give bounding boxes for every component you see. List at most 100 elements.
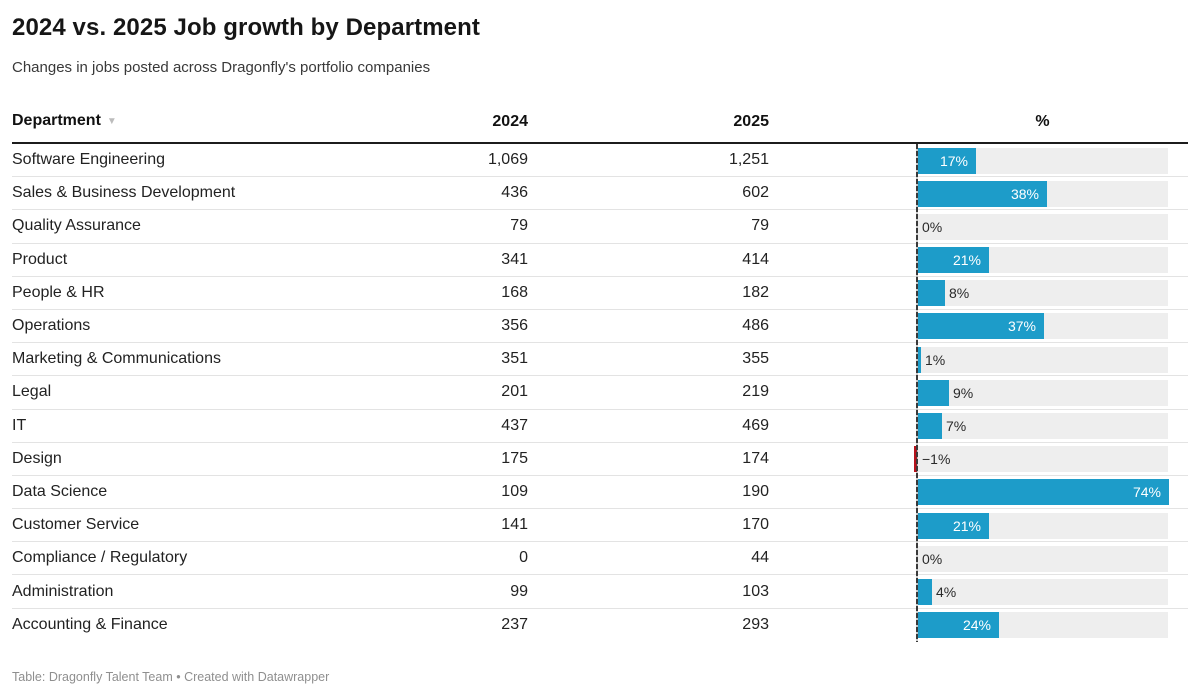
bar-label: 74% — [1132, 484, 1161, 501]
value-2025-cell: 486 — [742, 317, 769, 335]
pct-bar-cell: 4% — [769, 575, 1188, 607]
pct-bar-cell: 24% — [769, 609, 1188, 642]
value-2025-cell: 219 — [742, 383, 769, 401]
bar-label: 21% — [952, 252, 981, 269]
table-row: IT 437 469 7% — [12, 410, 1188, 443]
value-2025-cell: 170 — [742, 516, 769, 534]
value-2024-cell: 356 — [501, 317, 528, 335]
pct-bar-cell: 74% — [769, 476, 1188, 508]
table-row: Compliance / Regulatory 0 44 0% — [12, 542, 1188, 576]
bar-label: 24% — [962, 617, 991, 634]
department-cell: Data Science — [12, 482, 108, 500]
bar-fill-positive — [918, 346, 921, 373]
value-2025-cell: 182 — [742, 283, 769, 301]
column-header-2025[interactable]: 2025 — [733, 113, 769, 130]
page-title: 2024 vs. 2025 Job growth by Department — [12, 14, 480, 41]
bar-label: 17% — [939, 152, 968, 169]
department-cell: Software Engineering — [12, 151, 165, 169]
zero-axis-line — [916, 144, 918, 642]
department-cell: Quality Assurance — [12, 217, 141, 235]
pct-bar-cell: 0% — [769, 210, 1188, 242]
column-header-department-label: Department — [12, 112, 101, 129]
column-header-department[interactable]: Department ▼ — [12, 111, 312, 131]
table-row: Sales & Business Development 436 602 38% — [12, 177, 1188, 211]
bar-track — [917, 413, 1168, 439]
value-2025-cell: 79 — [751, 217, 769, 235]
value-2025-cell: 1,251 — [728, 151, 769, 169]
pct-bar-cell: 17% — [769, 144, 1188, 176]
bar-label: −1% — [922, 451, 951, 468]
value-2025-cell: 414 — [742, 250, 769, 268]
table-row: Operations 356 486 37% — [12, 310, 1188, 344]
bar-label: 0% — [922, 550, 943, 567]
value-2025-cell: 44 — [751, 549, 769, 567]
bar-label: 0% — [922, 218, 943, 235]
bar-fill-positive — [918, 413, 942, 439]
value-2024-cell: 168 — [501, 283, 528, 301]
value-2024-cell: 175 — [501, 449, 528, 467]
department-cell: Administration — [12, 582, 114, 600]
department-cell: IT — [12, 416, 27, 434]
pct-bar-cell: 7% — [769, 410, 1188, 442]
bar-label: 7% — [946, 418, 967, 434]
department-cell: Operations — [12, 317, 91, 335]
pct-bar-cell: 1% — [769, 343, 1188, 375]
bar-track — [917, 545, 1168, 572]
bar-fill-positive — [918, 147, 976, 174]
bar-track — [917, 346, 1168, 373]
table-row: Quality Assurance 79 79 0% — [12, 210, 1188, 244]
department-cell: People & HR — [12, 283, 105, 301]
value-2024-cell: 437 — [501, 416, 528, 434]
value-2025-cell: 602 — [742, 184, 769, 202]
department-cell: Product — [12, 250, 68, 268]
table-row: Software Engineering 1,069 1,251 17% — [12, 144, 1188, 178]
table-row: Data Science 109 190 74% — [12, 476, 1188, 510]
table-row: Administration 99 103 4% — [12, 575, 1188, 609]
value-2025-cell: 355 — [742, 350, 769, 368]
table-header-row: Department ▼ 2024 2025 % — [12, 111, 1188, 144]
pct-bar-cell: −1% — [769, 443, 1188, 475]
pct-bar-cell: 38% — [769, 177, 1188, 209]
bar-fill-positive — [918, 612, 999, 639]
value-2024-cell: 237 — [501, 616, 528, 634]
table-footer: Table: Dragonfly Talent Team • Created w… — [12, 669, 330, 684]
bar-label: 1% — [925, 351, 946, 368]
value-2025-cell: 190 — [742, 482, 769, 500]
table-row: Marketing & Communications 351 355 1% — [12, 343, 1188, 377]
bar-fill-positive — [918, 180, 1047, 207]
value-2024-cell: 1,069 — [487, 151, 528, 169]
department-cell: Legal — [12, 383, 52, 401]
bar-label: 9% — [953, 384, 974, 401]
bar-fill-negative — [914, 446, 917, 473]
pct-bar-cell: 37% — [769, 310, 1188, 342]
department-cell: Customer Service — [12, 516, 140, 534]
bar-track — [917, 213, 1168, 240]
sort-desc-icon: ▼ — [106, 116, 117, 127]
value-2024-cell: 109 — [501, 482, 528, 500]
value-2025-cell: 293 — [742, 616, 769, 634]
pct-bar-cell: 9% — [769, 376, 1188, 408]
column-header-percent: % — [1035, 113, 1050, 130]
bar-fill-positive — [918, 247, 989, 274]
page-subtitle: Changes in jobs posted across Dragonfly'… — [12, 59, 431, 76]
bar-track — [917, 446, 1168, 473]
value-2024-cell: 99 — [510, 582, 528, 600]
bar-label: 38% — [1010, 185, 1039, 202]
value-2024-cell: 79 — [510, 217, 528, 235]
value-2025-cell: 469 — [742, 416, 769, 434]
table-row: Product 341 414 21% — [12, 244, 1188, 277]
table-row: Design 175 174 −1% — [12, 443, 1188, 476]
table-row: Accounting & Finance 237 293 24% — [12, 609, 1188, 642]
column-header-2024[interactable]: 2024 — [492, 113, 528, 130]
pct-bar-cell: 0% — [769, 542, 1188, 574]
table-body: Software Engineering 1,069 1,251 17% Sales &… — [12, 144, 1188, 642]
department-cell: Sales & Business Development — [12, 184, 236, 202]
value-2024-cell: 436 — [501, 184, 528, 202]
bar-track — [917, 280, 1168, 307]
table-row: Legal 201 219 9% — [12, 376, 1188, 410]
bar-track — [917, 379, 1168, 406]
bar-track — [917, 578, 1168, 605]
pct-bar-cell: 8% — [769, 277, 1188, 309]
bar-fill-positive — [918, 578, 932, 605]
